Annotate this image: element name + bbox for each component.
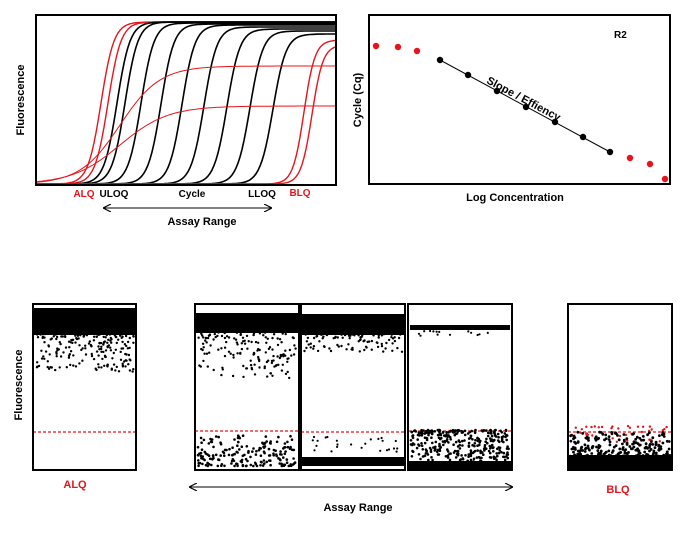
standard-point [413, 47, 421, 55]
blq-label: BLQ [289, 188, 310, 199]
standard-point [372, 42, 380, 50]
standard-point [464, 71, 472, 79]
amplification-curve [36, 33, 336, 185]
standard-frame [368, 14, 671, 185]
amplification-curve [36, 21, 336, 185]
standard-point [626, 154, 634, 162]
standard-point [522, 103, 530, 111]
partition-panels: Fluorescence ALQ Assay Range BLQ [13, 303, 673, 514]
alq-label: ALQ [73, 189, 94, 200]
partition-blq-label: BLQ [606, 484, 630, 496]
partition-alq-label: ALQ [63, 479, 87, 491]
partition-box [32, 303, 137, 471]
amplification-curves [36, 21, 336, 185]
slope-annotation: Slope / Effiency [484, 75, 563, 124]
curves-ylabel: Fluorescence [15, 65, 27, 136]
amplification-curve [36, 46, 336, 185]
partition-boxes [32, 303, 673, 471]
amplification-curve [36, 21, 336, 185]
standard-point [606, 148, 614, 156]
standard-point [551, 118, 559, 126]
partition-box [407, 303, 513, 471]
amplification-curve [36, 39, 336, 185]
standard-point [661, 175, 669, 183]
standard-point [493, 87, 501, 95]
amplification-curve [36, 22, 336, 185]
partition-box [194, 303, 300, 471]
standard-point [436, 56, 444, 64]
curves-range-label: Assay Range [167, 216, 236, 228]
partition-box [300, 303, 406, 471]
amplification-curve [36, 105, 336, 183]
standard-points [372, 42, 669, 183]
standard-point [646, 160, 654, 168]
amplification-curve [36, 21, 336, 185]
partition-range-label: Assay Range [323, 502, 392, 514]
cycle-label: Cycle [179, 189, 206, 200]
curves-frame [35, 14, 337, 186]
amplification-curve [36, 26, 336, 185]
standard-xlabel: Log Concentration [466, 192, 564, 204]
standard-title: R2 [614, 30, 627, 41]
standard-ylabel: Cycle (Cq) [352, 72, 364, 127]
lloq-label: LLOQ [248, 189, 276, 200]
standard-curve-panel: R2 Cycle (Cq) Log Concentration Slope / … [352, 14, 671, 204]
standard-point [579, 133, 587, 141]
amplification-curve [36, 24, 336, 185]
amplification-curve [36, 65, 336, 183]
amplification-curves-panel: Fluorescence ALQ ULOQ Cycle LLOQ BLQ Ass… [15, 14, 337, 228]
amplification-curve [36, 30, 336, 185]
standard-point [394, 43, 402, 51]
amplification-curve [36, 23, 336, 185]
partition-ylabel: Fluorescence [13, 350, 25, 421]
partition-box [567, 303, 673, 471]
amplification-curve [36, 21, 336, 185]
uloq-label: ULOQ [100, 189, 129, 200]
